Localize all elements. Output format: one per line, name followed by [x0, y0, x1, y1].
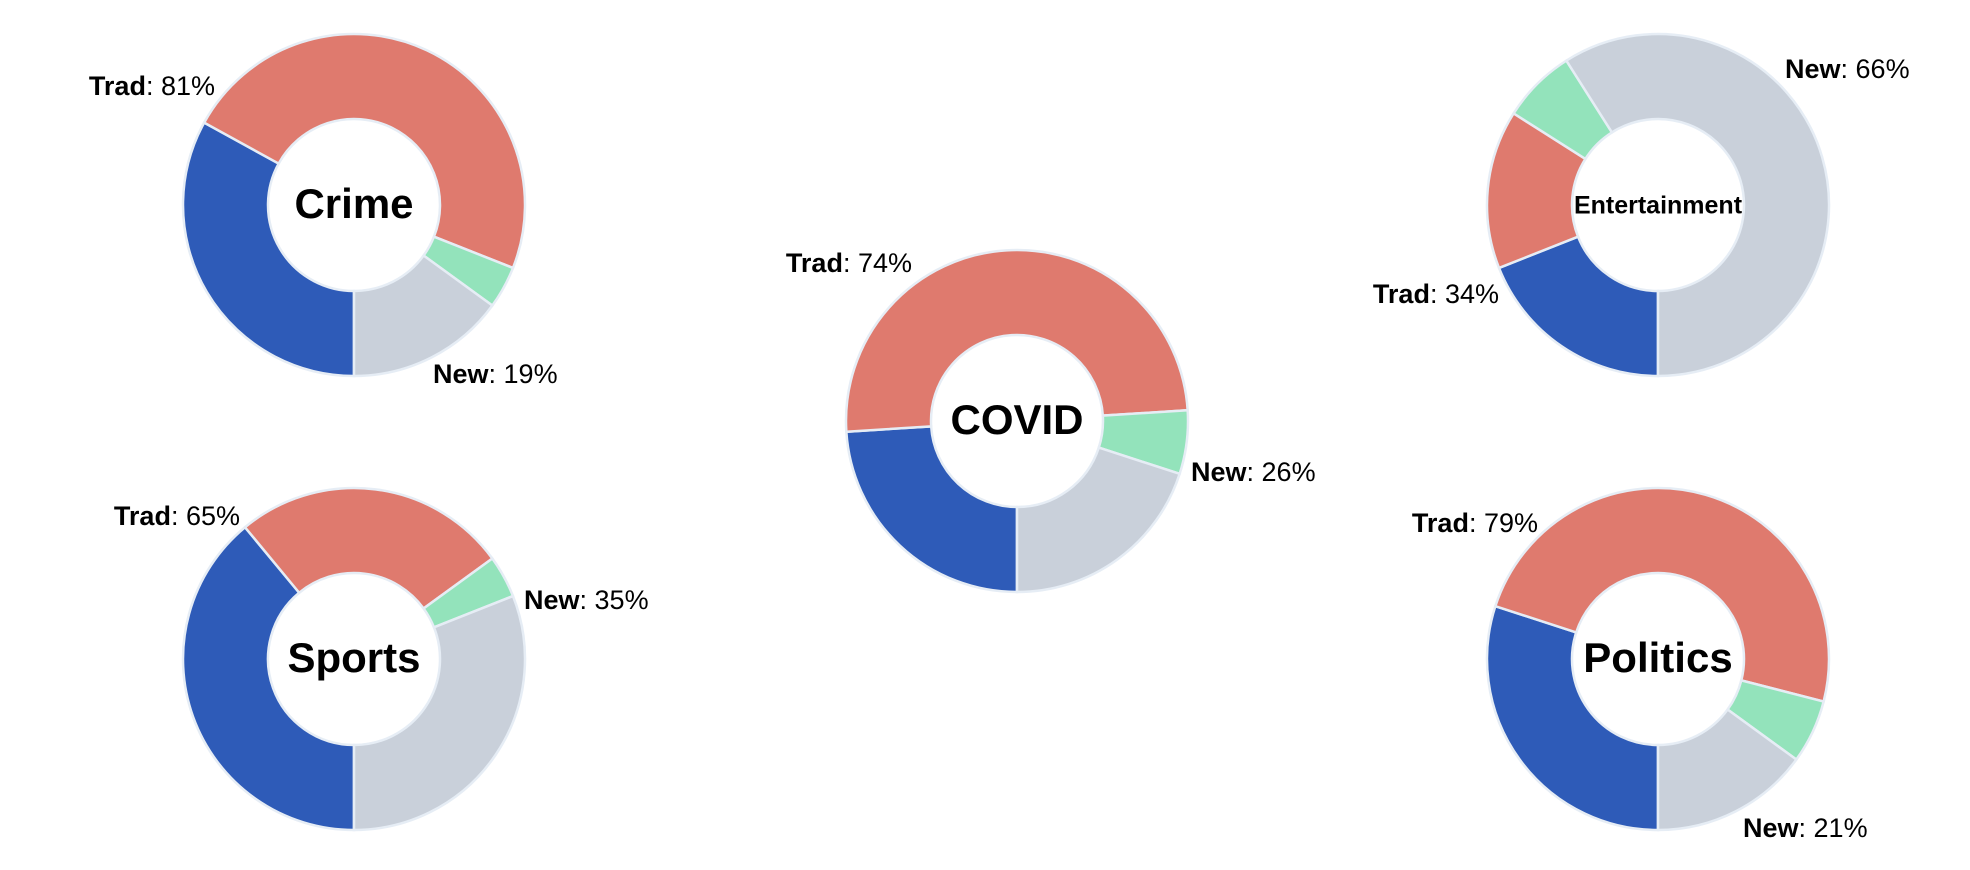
donut-segment — [352, 253, 495, 378]
group-value-label: : 81% — [146, 71, 215, 101]
group-label: Trad: 81% — [89, 71, 215, 101]
donut-segment — [1015, 446, 1182, 594]
group-name: New — [1743, 813, 1800, 843]
donut-title: Politics — [1583, 634, 1732, 681]
group-name: Trad — [114, 501, 171, 531]
group-label: Trad: 65% — [114, 501, 240, 531]
group-name: Trad — [1412, 508, 1469, 538]
group-label: Trad: 74% — [786, 248, 912, 278]
group-label: Trad: 79% — [1412, 508, 1538, 538]
group-value-label: : 34% — [1430, 279, 1499, 309]
group-label: New: 19% — [433, 359, 558, 389]
group-name: Trad — [786, 248, 843, 278]
donut-segment — [352, 594, 527, 832]
group-value-label: : 66% — [1841, 54, 1910, 84]
donut-segment — [1485, 604, 1660, 832]
donut-title: Entertainment — [1574, 192, 1743, 220]
donut-chart: COVID Trad: 74% New: 26% — [786, 248, 1316, 594]
donut-segment — [1656, 707, 1799, 832]
donut-segment — [1497, 235, 1660, 378]
donut-chart: Crime Trad: 81% New: 19% — [89, 32, 558, 389]
group-value-label: : 19% — [489, 359, 558, 389]
donut-chart: Politics Trad: 79% New: 21% — [1412, 486, 1868, 843]
group-name: New — [1785, 54, 1842, 84]
donut-segment — [181, 525, 356, 832]
group-value-label: : 74% — [843, 248, 912, 278]
donut-chart: Sports Trad: 65% New: 35% — [114, 486, 649, 832]
group-name: New — [524, 585, 581, 615]
donut-title: Sports — [287, 634, 420, 681]
donut-segment — [844, 249, 1189, 434]
group-value-label: : 79% — [1469, 508, 1538, 538]
group-name: Trad — [1373, 279, 1430, 309]
donut-title: COVID — [950, 396, 1083, 443]
donut-segment — [1493, 486, 1831, 704]
group-label: New: 66% — [1785, 54, 1910, 84]
group-name: New — [1191, 457, 1248, 487]
donut-segment — [202, 32, 527, 270]
donut-segment — [845, 425, 1019, 594]
donut-segment — [243, 486, 495, 611]
donut-chart: Entertainment Trad: 34% New: 66% — [1373, 32, 1910, 378]
group-name: Trad — [89, 71, 146, 101]
group-value-label: : 35% — [580, 585, 649, 615]
group-name: New — [433, 359, 490, 389]
group-label: Trad: 34% — [1373, 279, 1499, 309]
donut-title: Crime — [294, 180, 413, 227]
group-value-label: : 26% — [1247, 457, 1316, 487]
donut-segment — [1564, 32, 1831, 378]
group-label: New: 26% — [1191, 457, 1316, 487]
group-value-label: : 65% — [171, 501, 240, 531]
group-label: New: 35% — [524, 585, 649, 615]
donut-segment — [181, 120, 356, 378]
group-value-label: : 21% — [1799, 813, 1868, 843]
group-label: New: 21% — [1743, 813, 1868, 843]
